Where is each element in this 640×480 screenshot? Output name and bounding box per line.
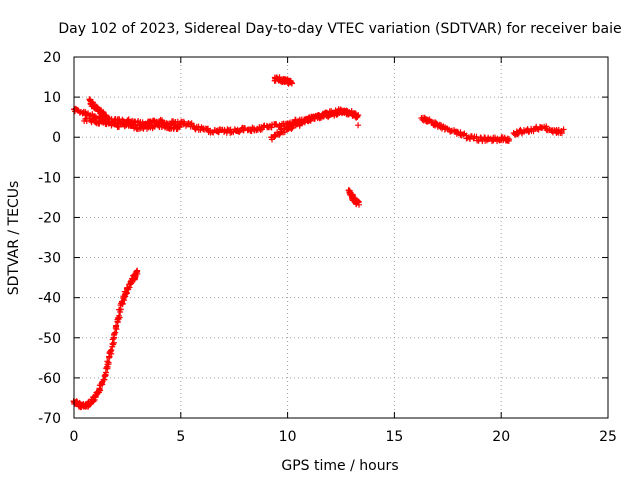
data-point <box>105 359 112 366</box>
data-point <box>355 122 362 129</box>
x-tick-label: 0 <box>70 429 79 445</box>
data-point <box>115 312 122 319</box>
y-tick-label: -10 <box>38 170 61 186</box>
data-point <box>116 306 123 313</box>
x-tick-label: 25 <box>599 429 617 445</box>
data-point <box>288 79 295 86</box>
data-point <box>560 126 567 133</box>
data-point <box>188 120 195 127</box>
series-dip-at-13h <box>345 187 363 208</box>
y-tick-label: -40 <box>38 291 61 307</box>
y-tick-label: 10 <box>43 90 61 106</box>
series-morning-band-lower <box>81 115 183 133</box>
data-point <box>514 131 521 138</box>
grid-lines <box>74 57 608 418</box>
data-point <box>354 113 361 120</box>
x-axis-label: GPS time / hours <box>281 458 398 474</box>
axis-ticks: 0 5 10 15 20 25 20 10 0 -10 -20 -30 -40 -50 -60 -70 <box>38 50 617 445</box>
data-point <box>92 119 99 126</box>
y-tick-label: -30 <box>38 251 61 267</box>
series-late-afternoon <box>418 114 513 145</box>
data-point <box>276 131 283 138</box>
data-point <box>355 112 362 119</box>
data-point <box>460 131 467 138</box>
data-point <box>421 115 428 122</box>
x-tick-label: 10 <box>279 429 297 445</box>
data-point <box>176 124 183 131</box>
series-midday-band <box>187 120 291 136</box>
data-point <box>112 329 119 336</box>
y-tick-label: -70 <box>38 411 61 427</box>
series-spike-at-10h <box>271 74 295 87</box>
data-point <box>268 124 275 131</box>
x-tick-label: 20 <box>492 429 510 445</box>
data-point <box>108 347 115 354</box>
data-point <box>112 323 119 330</box>
y-tick-label: 20 <box>43 50 61 66</box>
x-tick-label: 5 <box>176 429 185 445</box>
plot-frame <box>73 56 609 419</box>
data-point <box>120 121 127 128</box>
data-point <box>176 123 183 130</box>
data-point <box>134 267 141 274</box>
y-tick-label: -50 <box>38 331 61 347</box>
series-afternoon-band <box>284 107 362 128</box>
y-axis-label: SDTVAR / TECUs <box>6 181 22 296</box>
series-outlier <box>355 122 362 129</box>
data-point <box>473 133 480 140</box>
data-point <box>115 123 122 130</box>
data-point <box>307 117 314 124</box>
series-early-spike <box>86 96 110 122</box>
x-tick-label: 15 <box>385 429 403 445</box>
data-points <box>70 74 567 411</box>
series-evening <box>510 123 567 138</box>
y-tick-label: -60 <box>38 371 61 387</box>
chart-title: Day 102 of 2023, Sidereal Day-to-day VTE… <box>58 21 621 37</box>
data-point <box>104 358 111 365</box>
data-point <box>163 121 170 128</box>
data-point <box>100 376 107 383</box>
y-tick-label: -20 <box>38 210 61 226</box>
data-point <box>356 201 363 208</box>
y-tick-label: 0 <box>52 130 61 146</box>
data-point <box>506 136 513 143</box>
data-point <box>103 115 110 122</box>
